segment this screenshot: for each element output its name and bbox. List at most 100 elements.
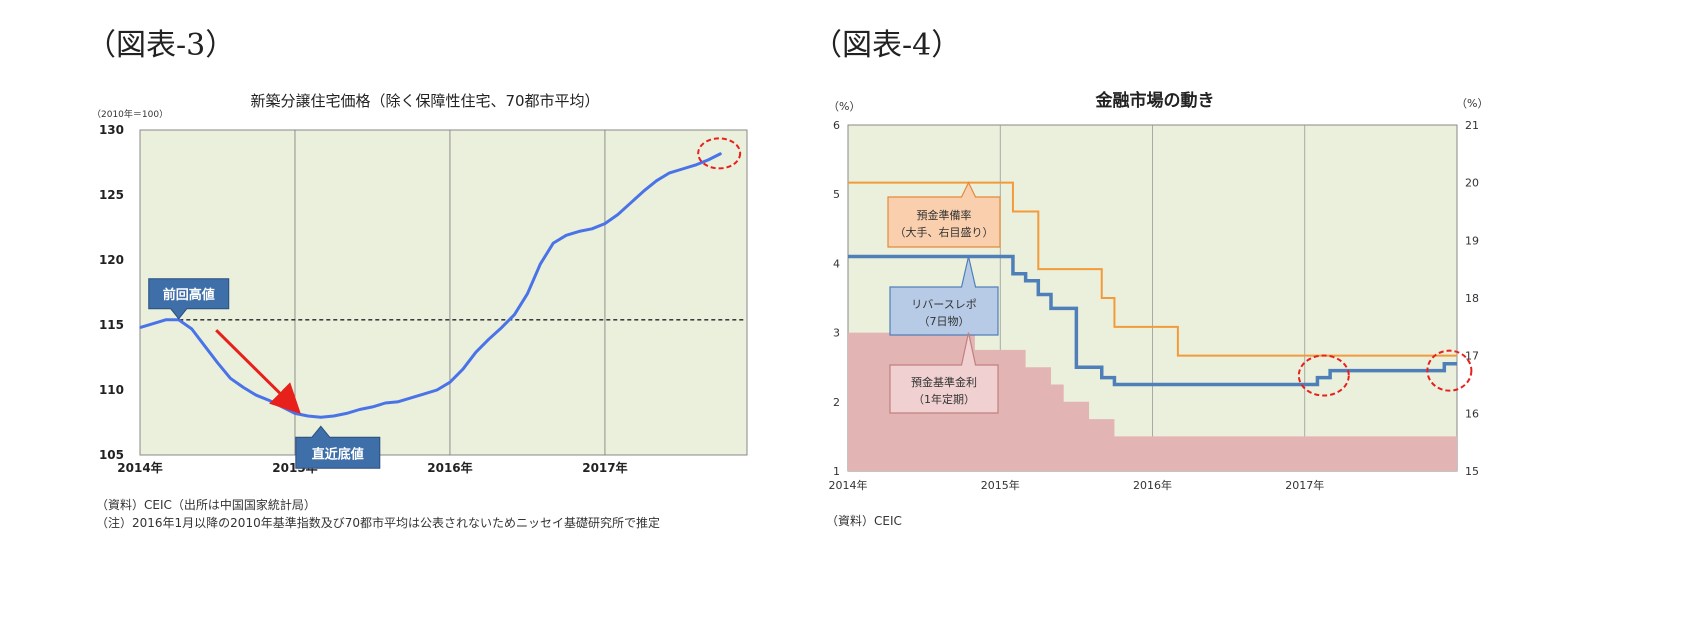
chart1-data-point xyxy=(681,168,684,170)
chart2-deposit-rate-area xyxy=(848,332,1457,471)
chart1-data-point xyxy=(462,368,464,370)
chart1-data-point xyxy=(178,319,180,321)
callout-previous-high xyxy=(148,278,230,320)
chart1-plot-area xyxy=(139,129,748,456)
chart1-data-point xyxy=(475,351,477,353)
chart1-series-line xyxy=(139,152,722,419)
financial-market-chart: 金融市場の動き （%） （%） 1 2 3 4 5 6 15 16 17 18 19 20 21 2014… xyxy=(828,90,1488,492)
chart1-data-point xyxy=(423,393,425,395)
chart1-data-point xyxy=(307,415,309,417)
chart1-data-point xyxy=(617,213,619,216)
chart1-data-point xyxy=(694,164,696,166)
chart2-ytick-left-label: 6 xyxy=(833,119,840,132)
chart2-title: 金融市場の動き xyxy=(1095,90,1215,111)
chart1-data-point xyxy=(281,406,283,408)
chart2-ytick-left-label: 2 xyxy=(833,396,840,409)
chart1-data-point xyxy=(358,408,361,411)
chart1-data-point xyxy=(294,412,296,414)
chart1-ytick-label: 130 xyxy=(99,123,124,137)
chart2-ytick-right-label: 20 xyxy=(1465,177,1479,190)
chart1-data-point xyxy=(346,412,348,414)
chart2-ytick-right-label: 21 xyxy=(1465,119,1479,132)
chart1-data-point xyxy=(436,389,438,391)
figure-label-3: （図表-3） xyxy=(86,28,236,63)
housing-price-chart: 新築分譲住宅価格（除く保障性住宅、70都市平均） （2010年＝100） 105… xyxy=(92,92,748,475)
chart1-ytick-label: 120 xyxy=(99,253,124,267)
chart2-ytick-left-label: 1 xyxy=(833,465,840,478)
chart2-ytick-right-label: 19 xyxy=(1465,234,1479,247)
chart2-reserve-ratio-line xyxy=(848,181,1457,357)
chart1-data-point xyxy=(668,172,671,174)
chart1-ytick-label: 110 xyxy=(99,383,124,397)
chart1-ylabel: （2010年＝100） xyxy=(92,108,168,120)
callout-previous-high-label: 前回高値 xyxy=(163,287,215,303)
legend-deposit-rate-label: 預金基準金利（1年定期） xyxy=(911,375,977,406)
legend-reserve-ratio xyxy=(887,181,1001,248)
chart2-source: （資料）CEIC xyxy=(826,514,902,528)
chart2-ytick-left-label: 5 xyxy=(833,188,840,201)
chart1-data-point xyxy=(643,190,645,192)
chart1-data-point xyxy=(565,234,567,236)
figure-label-4: （図表-4） xyxy=(812,28,962,63)
chart2-ytick-right-label: 17 xyxy=(1465,350,1479,363)
chart1-data-point xyxy=(578,230,580,232)
chart2-ylabel-right: （%） xyxy=(1456,97,1488,110)
chart2-ylabel-left: （%） xyxy=(828,100,860,113)
chart1-data-point xyxy=(501,327,503,329)
chart1-data-point xyxy=(384,402,386,404)
chart1-trend-arrow xyxy=(215,329,301,415)
chart1-data-point xyxy=(229,377,232,379)
chart2-ytick-right-label: 15 xyxy=(1465,465,1479,478)
chart1-highlight-circle xyxy=(697,137,742,170)
chart2-ytick-right-label: 18 xyxy=(1465,292,1479,305)
chart1-data-point xyxy=(216,362,219,364)
chart2-ytick-left-label: 3 xyxy=(833,327,840,340)
chart1-xtick-label: 2014年 xyxy=(117,460,162,475)
chart2-ytick-right-label: 16 xyxy=(1465,407,1479,420)
chart1-data-point xyxy=(242,386,244,388)
chart1-data-point xyxy=(449,381,451,383)
callout-recent-bottom-label: 直近底値 xyxy=(312,446,364,462)
callout-recent-bottom xyxy=(295,425,381,469)
chart2-xtick-label: 2014年 xyxy=(829,478,868,492)
chart1-data-point xyxy=(203,345,206,347)
chart2-reverse-repo-line xyxy=(848,254,1457,387)
chart1-data-point xyxy=(655,180,658,182)
chart1-data-point xyxy=(539,263,541,265)
chart2-ytick-left-label: 4 xyxy=(833,257,840,270)
chart1-ytick-label: 115 xyxy=(99,318,124,332)
chart2-xtick-label: 2015年 xyxy=(981,478,1020,492)
chart1-data-point xyxy=(333,415,335,417)
chart1-data-point xyxy=(526,293,529,295)
chart1-title: 新築分譲住宅価格（除く保障性住宅、70都市平均） xyxy=(250,92,599,110)
chart1-data-point xyxy=(707,159,709,161)
chart1-data-point xyxy=(268,399,270,401)
chart1-data-point xyxy=(630,202,632,204)
chart1-data-point xyxy=(255,394,257,396)
chart1-data-point xyxy=(371,406,374,408)
chart1-data-point xyxy=(488,338,490,340)
chart1-ytick-label: 105 xyxy=(99,448,124,462)
chart1-data-point xyxy=(320,416,322,418)
chart2-highlight-circle-2017 xyxy=(1297,354,1350,397)
chart1-source: （資料）CEIC（出所は中国国家統計局） xyxy=(96,498,316,512)
chart1-data-point xyxy=(552,242,554,244)
legend-reverse-repo-label: リバースレポ（7日物） xyxy=(911,298,976,328)
chart2-xtick-label: 2017年 xyxy=(1285,478,1324,492)
chart1-ytick-label: 125 xyxy=(99,188,124,202)
chart1-data-point xyxy=(139,327,141,329)
chart1-data-point xyxy=(720,152,722,154)
chart1-data-point xyxy=(191,328,193,330)
legend-reserve-ratio-label: 預金準備率（大手、右目盛り） xyxy=(895,208,994,239)
chart1-data-point xyxy=(152,323,154,325)
chart1-data-point xyxy=(604,223,606,225)
chart1-note: （注）2016年1月以降の2010年基準指数及び70都市平均は公表されないためニ… xyxy=(96,516,660,530)
chart1-data-point xyxy=(397,401,399,403)
chart1-data-point xyxy=(513,314,516,316)
legend-reverse-repo xyxy=(889,256,999,336)
chart2-xtick-label: 2016年 xyxy=(1133,478,1172,492)
chart1-data-point xyxy=(410,397,412,399)
chart1-xtick-label: 2017年 xyxy=(582,460,627,475)
chart1-xtick-label: 2016年 xyxy=(427,460,472,475)
chart1-data-point xyxy=(591,228,593,230)
